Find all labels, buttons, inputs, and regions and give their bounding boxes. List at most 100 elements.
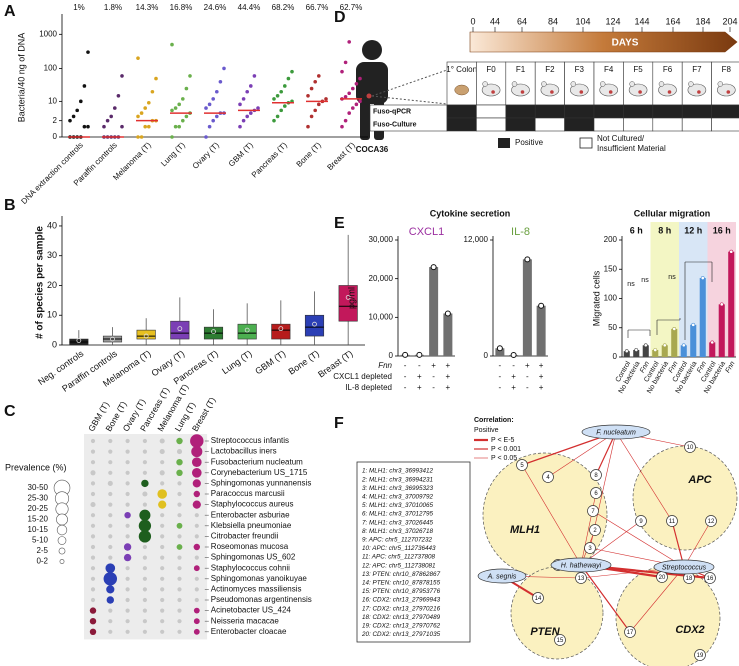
point [238,102,242,107]
probe-list-item: 16: CDX2: chr13_27969943 [362,597,441,604]
point [354,81,359,86]
dot [108,608,113,613]
mean [345,294,351,300]
probe-node [590,469,602,481]
point [136,135,140,139]
point [283,84,287,88]
bar [690,324,697,357]
legend-swatch [498,138,510,148]
y-tick-label: 0 [484,351,489,360]
box [338,285,358,322]
timeline-tick-label: 104 [575,16,590,26]
row-label: Lactobacillus iners [211,447,277,456]
panel-label: B [4,197,16,214]
group-label: 12 h [684,225,702,235]
bar-cap-dot [416,351,423,358]
row-label: Staphylococcus cohnii [211,563,290,572]
correlation-edge [592,510,685,568]
dot [138,530,152,543]
sample-label: F2 [545,65,555,74]
point [170,42,174,47]
dot [125,491,130,497]
x-tick-label: GBM (T) [227,140,255,168]
y-tick-label: 30 [47,250,57,260]
probe-list-item: 6: MLH1: chr3_37012795 [362,511,434,518]
probe-label: 10 [687,445,694,451]
mouse-tumor [608,90,613,94]
bar [718,304,725,357]
point [313,80,318,84]
legend-label: P < 0.05 [491,455,517,462]
dot [125,566,130,571]
point [215,114,219,119]
row-label: Fusobacterium nucleatum [211,457,303,466]
mouse-icon [658,83,677,97]
probe-list-item: 11: APC: chr5_112737808 [362,554,436,561]
mean [278,326,284,332]
dot [142,449,147,454]
correlation-edge [580,564,631,633]
dot [142,491,148,497]
point [170,135,174,139]
x-tick-label: Breast (T) [325,140,357,172]
condition-sign: - [499,383,502,392]
dot [125,534,130,539]
probe-list-box [356,461,471,643]
dot [141,479,149,488]
probe-list-item: 4: MLH1: chr3_37009792 [362,493,434,500]
legend-label: P < E-5 [491,437,515,444]
mouse-ear [688,81,694,87]
point [120,124,124,129]
bar-cap-dot [719,302,724,307]
dot [192,500,201,509]
dot [108,502,113,507]
point [272,97,276,101]
mouse-icon [511,83,530,97]
point [306,124,310,129]
point [256,106,260,110]
gene-label: CDX2 [675,624,704,636]
dot [158,500,167,509]
point [68,118,72,123]
point [204,106,208,110]
timeline-tick-label: 84 [548,16,558,26]
y-tick-label: 0 [53,132,58,141]
correlation-edge [521,464,582,566]
condition-label: Fnn [378,361,392,370]
annotation: ns [668,274,676,281]
mouse-icon [569,83,589,97]
point [116,93,121,98]
point [82,124,87,129]
mouse-icon [481,83,501,97]
x-tick-label: Lung (T) [220,348,254,376]
dot [103,572,118,586]
dot [105,563,116,574]
probe-label: 4 [546,475,550,481]
dot [176,469,183,476]
timeline-tick-label: 204 [722,16,737,26]
chart-title: CXCL1 [409,226,444,238]
sample-label: 1° Colon [446,65,477,74]
y-tick-label: 200 [604,235,618,244]
y-tick-label: 12,000 [464,235,489,244]
probe-label: 20 [659,575,666,581]
point [218,80,223,84]
bar [623,351,630,357]
chart-title: IL-8 [511,226,530,238]
dot [194,513,199,518]
dot [193,490,200,498]
condition-sign: + [446,383,451,392]
bar-cap-dot [662,343,667,348]
dot [90,502,96,508]
dot [193,543,200,551]
mouse-icon [716,83,736,97]
row-label: Paracoccus marcusii [211,489,285,498]
mouse-ear [717,81,724,87]
row-label: Enterobacter cloacae [211,627,287,636]
gene-label: MLH1 [510,524,540,536]
point [347,111,352,115]
dot [108,544,113,550]
condition-sign: - [404,383,407,392]
